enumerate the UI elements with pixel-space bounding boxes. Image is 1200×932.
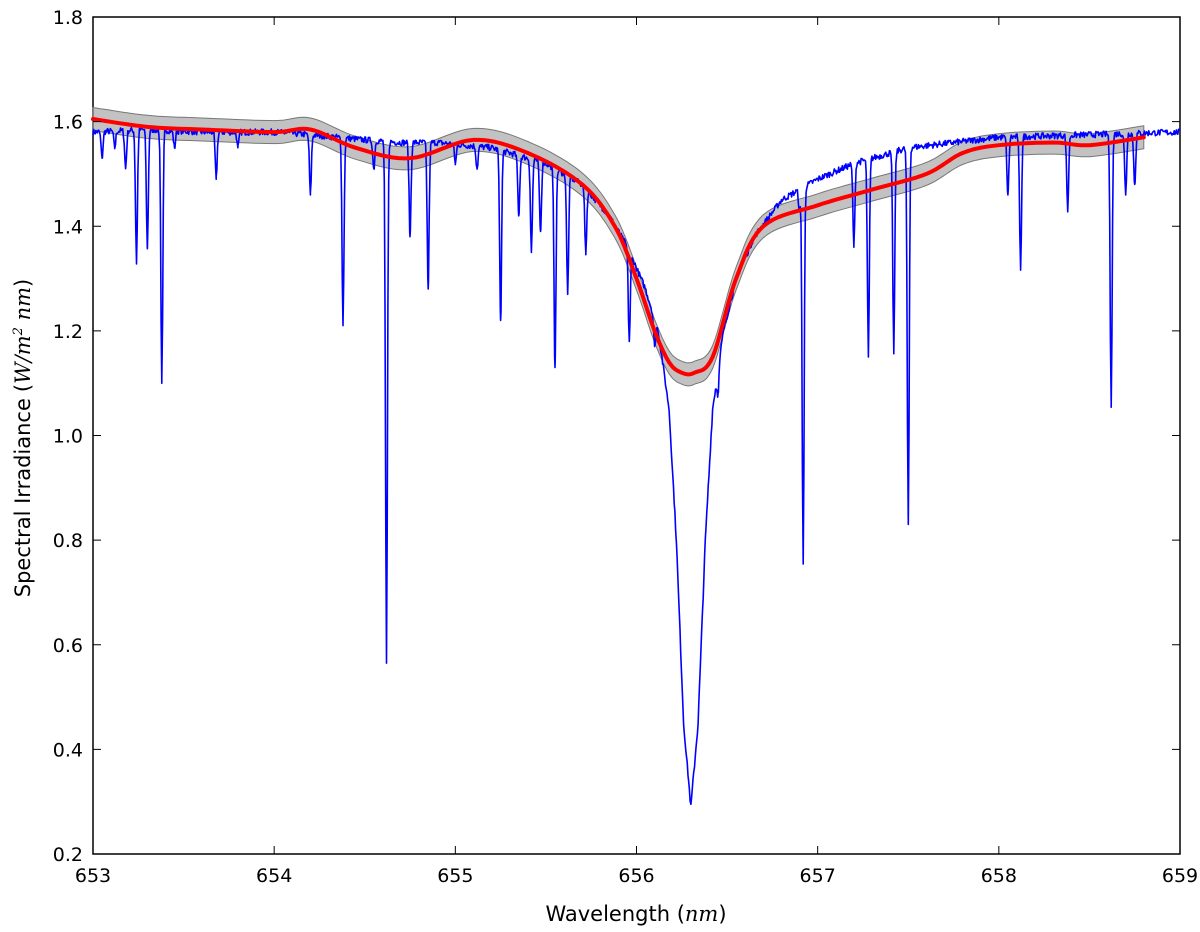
model-line [91,117,1146,377]
axis-ticks: 653 654 655 656 657 658 659 0.2 0.4 0.6 0.8 1.0 1.2 1… [53,7,1198,887]
y-axis-unit-nm: nm [11,287,35,327]
x-tick-label: 659 [1162,865,1198,887]
model-uncertainty-band [92,106,1145,387]
x-tick-label: 653 [75,865,111,887]
y-axis-unit-w: W/m [11,335,35,384]
x-axis-unit: nm [685,902,718,926]
x-tick-label: 654 [256,865,292,887]
model-uncertainty-band-layer [92,106,1145,387]
y-axis-label: Spectral Irradiance (W/m2 nm) [11,279,35,598]
y-tick-label: 1.6 [53,112,83,134]
x-tick-label: 655 [437,865,473,887]
model-curve-layer [91,117,1146,377]
y-axis-unit-open: ( [11,384,35,392]
y-tick-label: 1.4 [53,216,83,238]
y-axis-unit-sup: 2 [11,327,26,336]
x-axis-label-paren-close: ) [718,902,726,926]
y-tick-label: 0.6 [53,635,83,657]
x-tick-label: 656 [618,865,654,887]
x-axis-label-text: Wavelength [545,902,670,926]
y-tick-label: 0.4 [53,739,83,761]
x-axis-label-paren-open: ( [677,902,685,926]
y-tick-label: 1.0 [53,426,83,448]
x-tick-label: 657 [800,865,836,887]
x-tick-label: 658 [981,865,1017,887]
y-tick-label: 1.8 [53,7,83,29]
x-axis-label: Wavelength (nm) [545,902,726,926]
y-tick-label: 0.2 [53,844,83,866]
y-axis-unit-close: ) [11,279,35,287]
y-axis-label-text: Spectral Irradiance [11,398,35,597]
y-tick-label: 1.2 [53,321,83,343]
y-tick-label: 0.8 [53,530,83,552]
